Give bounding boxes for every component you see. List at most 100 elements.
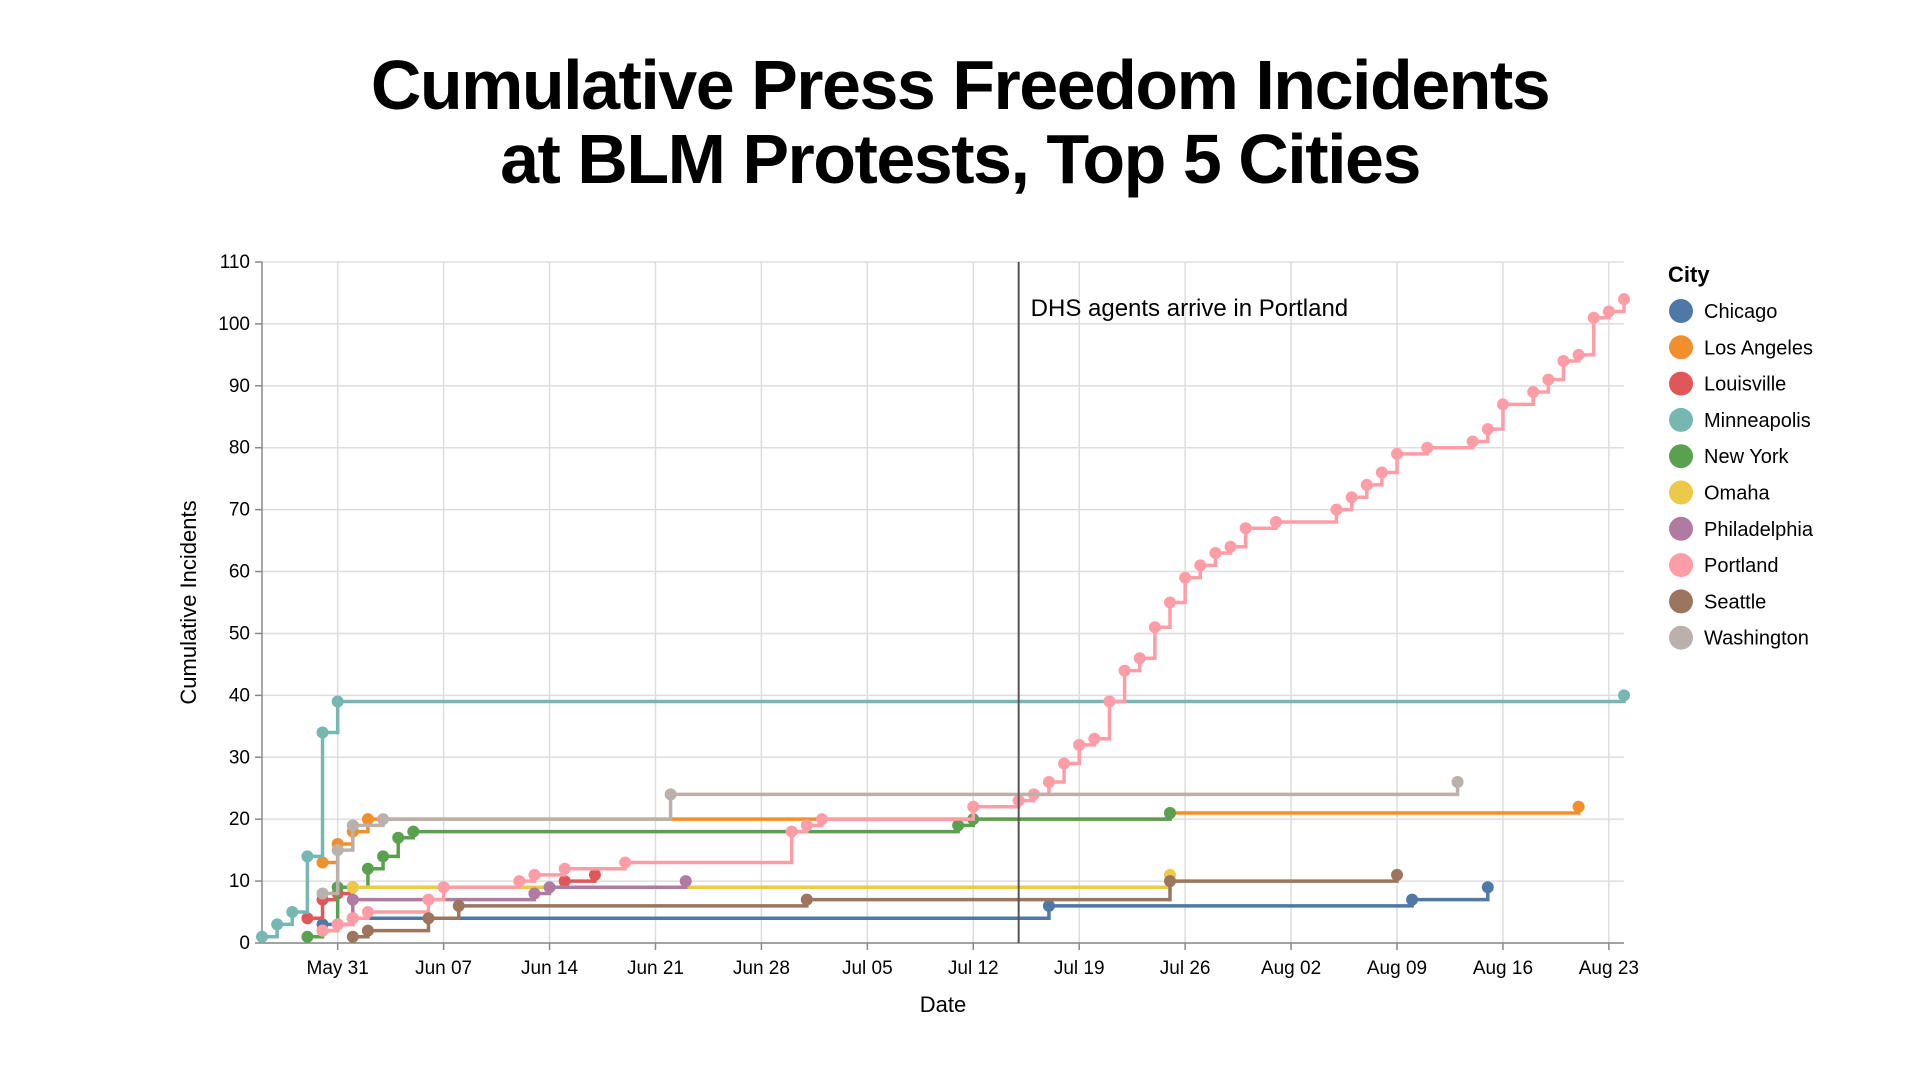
- data-point: [377, 850, 390, 863]
- legend-item: Louisville: [1669, 371, 1786, 396]
- series-portland: [316, 293, 1630, 937]
- data-point: [1164, 596, 1176, 609]
- data-point: [800, 893, 813, 906]
- data-point: [1224, 540, 1237, 553]
- legend-item: Philadelphia: [1669, 516, 1814, 541]
- data-point: [1466, 435, 1479, 448]
- legend-label: Minneapolis: [1704, 410, 1811, 432]
- y-tick-label: 40: [229, 685, 250, 706]
- x-tick: Jul 26: [1160, 943, 1211, 979]
- y-tick-label: 30: [229, 747, 250, 768]
- x-tick: Jun 28: [733, 943, 790, 979]
- y-tick-label: 70: [229, 500, 250, 521]
- data-point: [1345, 491, 1358, 504]
- data-point: [422, 893, 435, 906]
- data-point: [815, 813, 828, 826]
- data-point: [1481, 423, 1494, 436]
- data-point: [1209, 546, 1222, 559]
- legend-item: Minneapolis: [1669, 407, 1811, 432]
- x-tick: Jul 19: [1054, 943, 1105, 979]
- annotation-layer: DHS agents arrive in Portland: [1017, 262, 1348, 943]
- data-point: [800, 819, 813, 832]
- legend-item: Washington: [1669, 625, 1809, 650]
- data-point: [1239, 522, 1252, 535]
- x-tick-label: Jun 07: [415, 958, 472, 979]
- data-point: [1179, 571, 1192, 584]
- data-point: [437, 881, 450, 894]
- x-tick: Aug 09: [1367, 943, 1427, 979]
- y-tick: 30: [229, 747, 262, 768]
- x-tick-label: Aug 23: [1579, 958, 1639, 979]
- legend-item: Los Angeles: [1669, 335, 1813, 360]
- data-point: [361, 862, 374, 875]
- data-point: [1481, 881, 1494, 894]
- data-point: [452, 899, 465, 912]
- legend-label: New York: [1704, 446, 1789, 468]
- data-point: [392, 831, 405, 844]
- data-point: [256, 930, 268, 943]
- data-point: [377, 813, 390, 826]
- data-point: [588, 868, 601, 881]
- y-tick-label: 80: [229, 438, 250, 459]
- legend-label: Louisville: [1704, 374, 1786, 396]
- x-tick: Jul 05: [842, 943, 893, 979]
- legend-symbol: [1669, 299, 1693, 323]
- x-tick-label: Jun 21: [627, 958, 684, 979]
- legend-label: Philadelphia: [1704, 519, 1814, 541]
- data-point: [679, 875, 692, 888]
- y-tick-label: 50: [229, 623, 250, 644]
- y-axis-title: Cumulative Incidents: [176, 500, 201, 704]
- data-point: [513, 875, 526, 888]
- data-point: [361, 906, 374, 919]
- data-point: [1527, 386, 1540, 399]
- data-point: [1194, 559, 1207, 572]
- series-layer: [256, 293, 1630, 943]
- series-washington: [316, 776, 1464, 900]
- x-tick-label: Aug 02: [1261, 958, 1321, 979]
- series-louisville: [301, 868, 601, 925]
- y-tick: 90: [229, 376, 262, 397]
- y-tick-label: 60: [229, 562, 250, 583]
- legend-symbol: [1669, 371, 1693, 396]
- series-los-angeles: [316, 800, 1585, 869]
- x-tick-label: Jul 19: [1054, 958, 1105, 979]
- data-point: [361, 924, 374, 937]
- legend-title: City: [1668, 262, 1710, 287]
- data-point: [1496, 398, 1509, 411]
- data-point: [1406, 893, 1419, 906]
- data-point: [271, 918, 284, 931]
- data-point: [1451, 776, 1464, 789]
- data-point: [1133, 652, 1146, 665]
- chart-title: Cumulative Press Freedom Incidents at BL…: [300, 48, 1620, 196]
- y-tick: 110: [220, 252, 262, 273]
- x-tick-label: Jul 12: [948, 958, 999, 979]
- data-point: [1269, 516, 1282, 529]
- data-point: [558, 862, 571, 875]
- data-point: [1058, 757, 1071, 770]
- data-point: [1391, 447, 1403, 460]
- y-tick-label: 90: [229, 376, 250, 397]
- data-point: [1421, 441, 1434, 454]
- chart-title-line-1: Cumulative Press Freedom Incidents: [370, 46, 1551, 124]
- data-point: [1164, 875, 1176, 888]
- x-tick-label: Jun 28: [733, 958, 790, 979]
- data-point: [1572, 348, 1585, 361]
- data-point: [286, 906, 299, 919]
- x-tick: Jun 07: [415, 943, 472, 979]
- x-tick: Aug 16: [1473, 943, 1533, 979]
- data-point: [301, 930, 314, 943]
- data-point: [1073, 738, 1086, 751]
- data-point: [407, 825, 420, 838]
- legend-label: Omaha: [1704, 483, 1770, 505]
- series-minneapolis: [256, 689, 1630, 943]
- y-tick-label: 110: [220, 252, 250, 273]
- legend-symbol: [1669, 407, 1693, 432]
- x-tick-label: Jul 26: [1160, 958, 1211, 979]
- data-point: [619, 856, 632, 869]
- data-point: [1602, 305, 1615, 318]
- data-point: [1088, 732, 1101, 745]
- data-point: [331, 844, 344, 857]
- x-tick: Jun 14: [521, 943, 578, 979]
- data-point: [785, 825, 798, 838]
